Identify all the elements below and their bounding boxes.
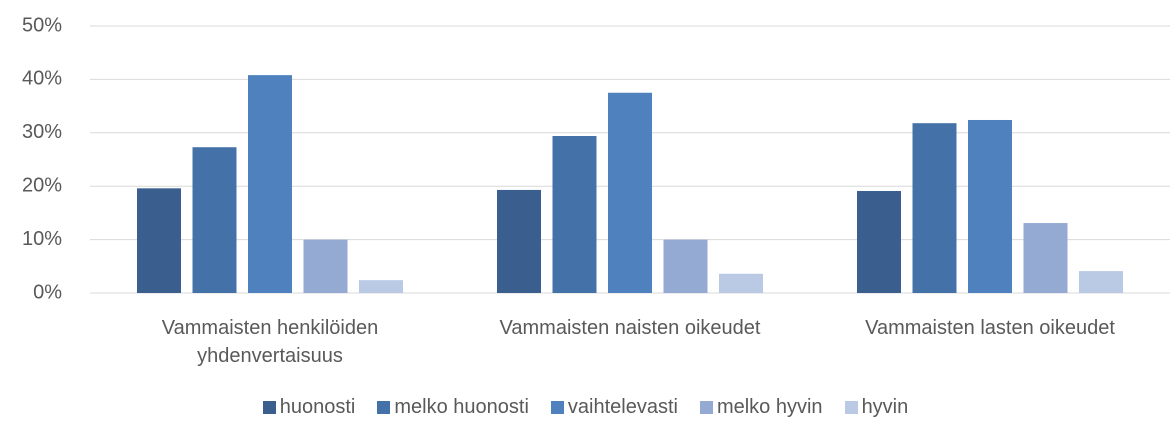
legend-item: melko huonosti	[377, 396, 529, 419]
bar	[663, 239, 708, 293]
legend-label: huonosti	[279, 396, 356, 418]
y-tick-label: 0%	[33, 281, 62, 303]
bar	[608, 92, 652, 293]
bar	[192, 147, 237, 293]
legend: huonosti melko huonosti vaihtelevasti melko…	[0, 396, 1171, 419]
bar	[137, 188, 181, 293]
bar	[248, 75, 292, 294]
bar	[719, 273, 763, 293]
x-tick-label: Vammaisten naisten oikeudet	[499, 317, 761, 339]
legend-label: melko huonosti	[394, 396, 529, 418]
bar	[497, 189, 541, 293]
legend-item: vaihtelevasti	[550, 396, 678, 419]
y-tick-label: 20%	[22, 174, 62, 196]
legend-swatch	[699, 401, 713, 414]
y-tick-label: 10%	[22, 228, 62, 250]
legend-swatch	[262, 401, 276, 414]
bar	[552, 136, 597, 293]
bar	[968, 119, 1012, 293]
y-tick-label: 40%	[22, 68, 62, 90]
legend-swatch	[844, 401, 858, 414]
bar	[359, 280, 403, 293]
x-tick-label: Vammaisten lasten oikeudet	[865, 317, 1115, 339]
bar	[912, 123, 957, 293]
legend-label: hyvin	[861, 396, 909, 418]
legend-item: hyvin	[844, 396, 909, 419]
legend-label: vaihtelevasti	[567, 396, 678, 418]
bar	[857, 191, 901, 293]
bar	[303, 239, 348, 293]
legend-item: melko hyvin	[699, 396, 823, 419]
legend-label: melko hyvin	[716, 396, 823, 418]
x-tick-label: Vammaisten henkilöiden yhdenvertaisuus	[161, 317, 379, 367]
legend-swatch	[550, 401, 564, 414]
legend-swatch	[377, 401, 391, 414]
y-tick-label: 50%	[22, 14, 62, 36]
bar	[1023, 223, 1068, 293]
legend-item: huonosti	[262, 396, 356, 419]
bar	[1079, 271, 1123, 293]
y-tick-label: 30%	[22, 121, 62, 143]
